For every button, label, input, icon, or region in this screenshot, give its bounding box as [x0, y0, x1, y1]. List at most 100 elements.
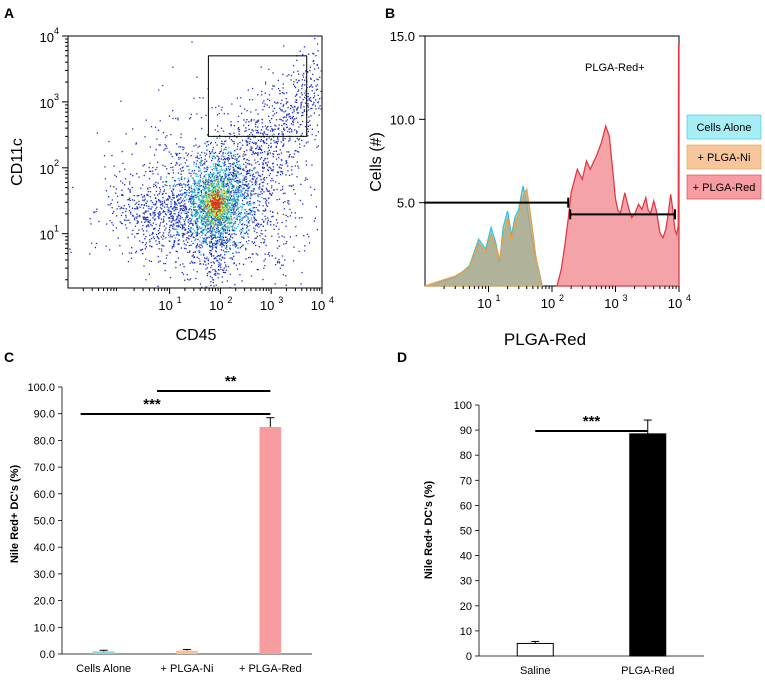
scatter-point [253, 210, 255, 212]
scatter-point [266, 164, 268, 166]
scatter-point-mid [200, 193, 203, 195]
scatter-point-mid [237, 207, 239, 209]
scatter-point [188, 231, 190, 233]
scatter-point [214, 180, 216, 182]
scatter-point [216, 163, 218, 165]
scatter-point [243, 163, 245, 165]
scatter-point-mid [230, 219, 232, 221]
scatter-point [243, 184, 245, 186]
scatter-point-mid [236, 203, 239, 205]
scatter-point [263, 177, 265, 179]
scatter-point [230, 174, 232, 176]
scatter-point [257, 161, 259, 163]
scatter-point [251, 99, 254, 101]
scatter-point [207, 260, 209, 262]
scatter-point [247, 221, 249, 223]
scatter-point [239, 168, 241, 170]
scatter-point-mid [226, 219, 228, 221]
scatter-point-high [219, 200, 221, 202]
scatter-point [298, 250, 300, 252]
scatter-point-high [215, 187, 217, 189]
scatter-point [261, 173, 264, 176]
y-tick-label: 5.0 [397, 196, 415, 211]
scatter-point-mid [204, 206, 206, 208]
scatter-point [320, 90, 322, 93]
scatter-point [220, 179, 222, 181]
scatter-point [278, 182, 280, 185]
scatter-point [146, 205, 148, 207]
scatter-point-mid [236, 217, 238, 219]
scatter-point [232, 169, 234, 171]
scatter-point [240, 245, 243, 248]
scatter-point [199, 97, 201, 99]
scatter-point [109, 185, 112, 187]
scatter-point-mid [227, 189, 230, 191]
scatter-point [186, 216, 189, 218]
scatter-point [225, 140, 227, 142]
scatter-point [201, 211, 203, 213]
scatter-point-mid [231, 226, 233, 228]
scatter-point [210, 261, 212, 264]
scatter-point-mid [203, 186, 205, 188]
scatter-point [93, 211, 96, 214]
scatter-point [204, 217, 206, 219]
scatter-point-mid [246, 198, 248, 200]
scatter-point [139, 240, 141, 242]
scatter-point [121, 182, 124, 184]
scatter-point-mid [242, 204, 244, 206]
scatter-point [297, 106, 299, 108]
scatter-point [219, 244, 221, 246]
scatter-point [260, 152, 262, 154]
scatter-point-mid [220, 193, 222, 195]
scatter-point [245, 247, 247, 250]
scatter-point-peak [217, 194, 219, 196]
scatter-point-mid [219, 220, 222, 222]
scatter-point-mid [207, 208, 209, 210]
scatter-point-mid [226, 238, 229, 240]
scatter-point [236, 218, 238, 221]
scatter-point [238, 128, 240, 131]
scatter-point-mid [191, 190, 193, 192]
scatter-point-mid [209, 173, 211, 175]
scatter-point-mid [193, 184, 196, 186]
scatter-point [108, 196, 110, 198]
scatter-point [178, 220, 180, 222]
scatter-point [257, 209, 259, 211]
scatter-point [317, 131, 319, 133]
scatter-point [268, 68, 270, 70]
scatter-point [155, 181, 157, 184]
scatter-point [180, 136, 182, 139]
scatter-point [198, 233, 200, 235]
scatter-point [220, 238, 222, 241]
scatter-point [161, 200, 163, 203]
scatter-point [191, 170, 193, 172]
scatter-point-mid [218, 223, 220, 225]
scatter-point [153, 183, 155, 185]
scatter-point [287, 202, 289, 204]
scatter-point [195, 173, 197, 175]
scatter-point [225, 184, 228, 186]
scatter-point [275, 145, 277, 147]
scatter-point [150, 260, 152, 263]
scatter-point-high [207, 197, 209, 199]
scatter-point [243, 158, 245, 160]
scatter-point-high [209, 210, 211, 212]
scatter-point [311, 128, 313, 130]
scatter-point [264, 151, 266, 153]
scatter-point [209, 271, 211, 273]
scatter-point-mid [215, 185, 217, 187]
scatter-point [214, 157, 216, 159]
scatter-point [267, 151, 269, 153]
scatter-point [238, 160, 240, 163]
scatter-point-mid [219, 176, 221, 178]
scatter-point [189, 187, 191, 189]
scatter-point [230, 124, 232, 126]
scatter-point-mid [232, 154, 235, 156]
scatter-point-mid [215, 218, 217, 220]
scatter-point-high [225, 197, 227, 199]
scatter-point-mid [226, 246, 228, 248]
scatter-point [179, 214, 181, 216]
scatter-point [245, 178, 248, 180]
scatter-point [247, 89, 249, 91]
